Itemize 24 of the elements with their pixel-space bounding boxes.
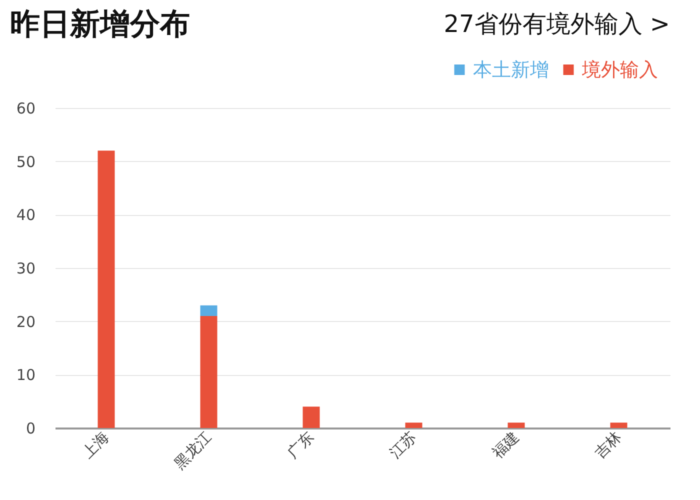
bar [200,316,218,428]
x-tick-label: 福建 [488,428,523,462]
bar [98,150,115,428]
x-tick-label: 上海 [78,428,113,462]
x-tick-label: 吉林 [591,428,626,462]
y-tick-label: 20 [16,312,36,331]
legend-label: 境外输入 [581,58,658,81]
y-tick-label: 40 [16,206,36,224]
bar [508,422,525,428]
bar [610,422,628,428]
bar [302,406,320,428]
legend-label: 本土新增 [473,58,549,81]
y-tick-label: 50 [16,152,36,171]
x-tick-label: 黑龙江 [170,428,216,473]
x-tick-label: 江苏 [386,428,420,462]
text: 27省份有境外输入 > [444,10,670,38]
y-tick-label: 0 [26,420,36,438]
chart-title: 昨日新增分布 [10,7,190,42]
y-tick-label: 60 [16,100,36,118]
y-tick-label: 10 [16,366,36,384]
y-tick-label: 30 [16,260,36,278]
bar [200,305,218,316]
x-tick-label: 广东 [284,428,318,462]
bar [405,422,422,428]
